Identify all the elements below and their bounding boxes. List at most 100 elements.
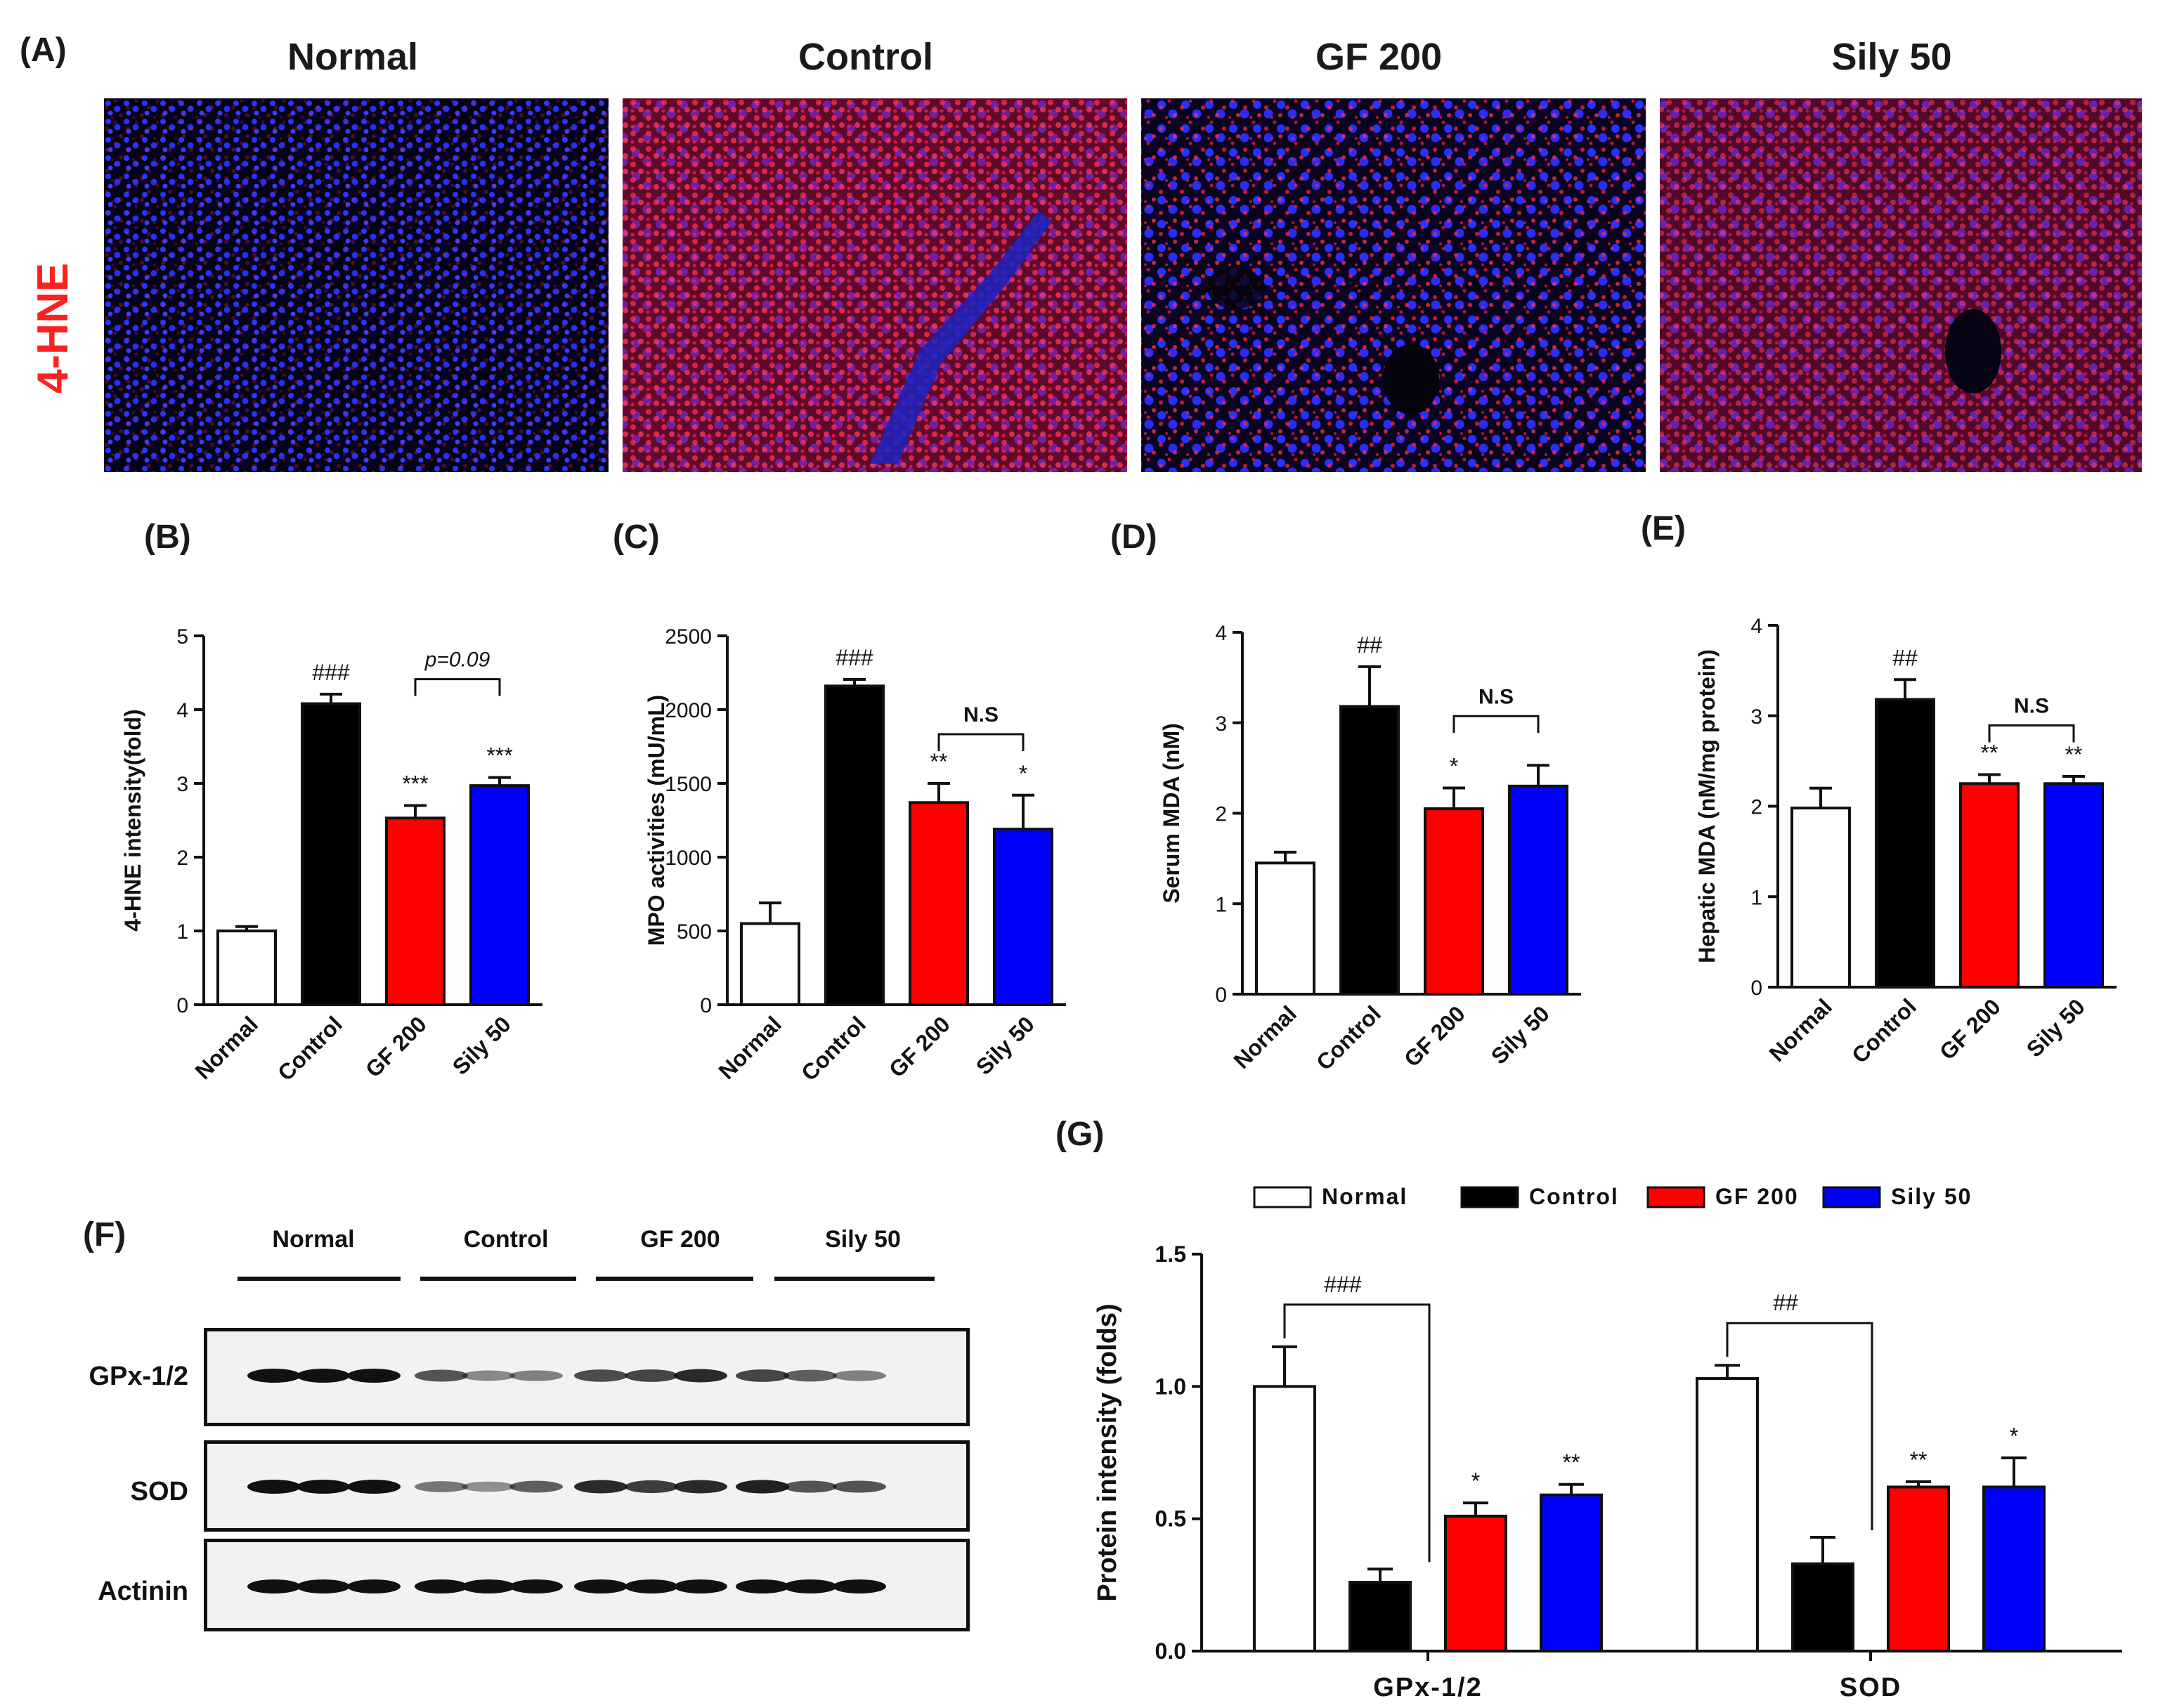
bar-sily50 xyxy=(993,828,1053,1006)
x-tick-label: GF 200 xyxy=(1399,1000,1470,1071)
bracket-label: ## xyxy=(1773,1290,1798,1315)
wb-band xyxy=(784,1579,837,1593)
bar-gpx12-gf200 xyxy=(1444,1514,1507,1653)
x-tick-label: Sily 50 xyxy=(2022,993,2090,1062)
bar-sod-gf200 xyxy=(1887,1485,1950,1653)
y-tick-label: 1.0 xyxy=(1155,1374,1186,1399)
wb-bands xyxy=(247,1369,886,1593)
wb-group-normal: Normal xyxy=(272,1226,355,1253)
bracket xyxy=(1726,1322,1873,1531)
significance-label: ## xyxy=(1892,645,1918,670)
micrograph-normal xyxy=(104,98,609,472)
bar-sily50 xyxy=(469,784,530,1006)
panel-letter: (B) xyxy=(144,519,191,556)
y-tick-label: 500 xyxy=(677,920,712,944)
wb-band xyxy=(625,1369,678,1382)
legend-swatch xyxy=(1822,1186,1881,1208)
x-tick-label: Control xyxy=(1311,1000,1386,1075)
x-tick-label: Sily 50 xyxy=(971,1011,1039,1079)
y-tick-label: 4 xyxy=(1750,615,1762,638)
wb-band xyxy=(347,1480,401,1494)
significance-label: * xyxy=(2010,1423,2018,1449)
x-tick-label: Normal xyxy=(1229,1000,1301,1073)
significance-label: ** xyxy=(1981,740,1998,765)
x-tick-label: Normal xyxy=(1764,993,1837,1066)
x-tick-label: Control xyxy=(273,1011,347,1086)
legend-label: Control xyxy=(1529,1184,1619,1209)
bracket xyxy=(414,678,501,696)
micrograph-row xyxy=(104,98,2142,472)
y-tick-label: 2000 xyxy=(665,699,712,722)
bar-control xyxy=(1875,698,1935,989)
wb-band xyxy=(462,1481,515,1492)
wb-band xyxy=(674,1369,727,1383)
bar-sily50 xyxy=(1508,784,1568,996)
y-tick-label: 5 xyxy=(176,625,188,648)
legend-swatch xyxy=(1253,1186,1312,1208)
wb-band xyxy=(833,1579,886,1593)
legend-swatch xyxy=(1460,1186,1519,1208)
wb-label-gpx: GPx-1/2 xyxy=(89,1362,188,1391)
significance-label: ** xyxy=(1910,1447,1928,1473)
chart-g: (G) Normal Control GF 200 Sily 50 0.0 0.5 1.0 1.… xyxy=(1055,1117,2122,1702)
significance-label: * xyxy=(1450,753,1458,778)
bar-charts-b-to-e: (B) 0 1 2 3 4 5 4-HNE intensity(fold) Normal ### C… xyxy=(120,510,2117,1086)
wb-band xyxy=(833,1480,886,1493)
legend-swatch xyxy=(1646,1186,1705,1208)
y-tick-label: 0.5 xyxy=(1155,1506,1186,1532)
y-tick-label: 4 xyxy=(176,699,188,722)
significance-label: ### xyxy=(836,645,873,670)
panel-a-title-sily50: Sily 50 xyxy=(1831,36,1952,78)
wb-band xyxy=(674,1480,727,1494)
x-tick-label: Control xyxy=(796,1011,871,1086)
bar-gpx12-control xyxy=(1348,1581,1412,1652)
wb-band xyxy=(509,1480,563,1493)
bracket xyxy=(1283,1303,1431,1563)
bar-gf200 xyxy=(1959,782,2020,989)
wb-band xyxy=(784,1480,837,1493)
y-tick-label: 3 xyxy=(1750,705,1762,729)
bar-normal xyxy=(1790,807,1851,989)
micrograph-gf200 xyxy=(1141,98,1646,472)
panel-letter: (G) xyxy=(1055,1117,1104,1153)
legend-item-control: Control xyxy=(1460,1184,1619,1209)
wb-band xyxy=(736,1480,789,1494)
panel-letter: (E) xyxy=(1641,510,1686,547)
y-tick-label: 2 xyxy=(176,847,188,870)
wb-band xyxy=(674,1579,727,1593)
wb-band xyxy=(347,1579,401,1593)
x-tick-label: GF 200 xyxy=(360,1011,431,1082)
y-tick-label: 2500 xyxy=(665,625,712,648)
significance-label: *** xyxy=(486,743,512,769)
wb-band xyxy=(247,1480,301,1494)
wb-band xyxy=(574,1369,628,1382)
bar-gf200 xyxy=(385,816,446,1006)
bar-sod-normal xyxy=(1696,1377,1759,1652)
y-tick-label: 0 xyxy=(1215,984,1227,1007)
significance-label: ### xyxy=(312,660,350,685)
significance-label: ** xyxy=(2065,742,2083,767)
wb-label-actinin: Actinin xyxy=(98,1577,188,1606)
significance-label: ** xyxy=(1563,1450,1580,1475)
bar-sily50 xyxy=(2043,782,2104,989)
y-tick-label: 2 xyxy=(1215,803,1227,826)
wb-band xyxy=(625,1480,678,1494)
wb-group-gf200: GF 200 xyxy=(640,1226,720,1253)
wb-band xyxy=(509,1370,563,1381)
bracket-label: N.S xyxy=(963,703,999,726)
bar-gf200 xyxy=(909,801,969,1006)
chart-d: (D) 0 1 2 3 4 Serum MDA (nM) Normal ## Control * GF… xyxy=(1110,519,1581,1075)
wb-band xyxy=(574,1579,628,1593)
y-tick-label: 0 xyxy=(1750,977,1762,1000)
legend-label: GF 200 xyxy=(1715,1184,1799,1209)
wb-band xyxy=(415,1481,468,1492)
bar-normal xyxy=(1255,861,1315,996)
chart-e: (E) 0 1 2 3 4 Hepatic MDA (nM/mg protein) Norma… xyxy=(1641,510,2117,1068)
x-tick-label: Control xyxy=(1847,993,1921,1068)
x-tick-label: Sily 50 xyxy=(448,1011,516,1079)
micrograph-sily50 xyxy=(1660,98,2142,472)
significance-label: ## xyxy=(1357,632,1382,658)
y-tick-label: 4 xyxy=(1215,622,1227,645)
y-tick-label: 2 xyxy=(1750,796,1762,819)
panel-f-letter: (F) xyxy=(83,1216,126,1253)
